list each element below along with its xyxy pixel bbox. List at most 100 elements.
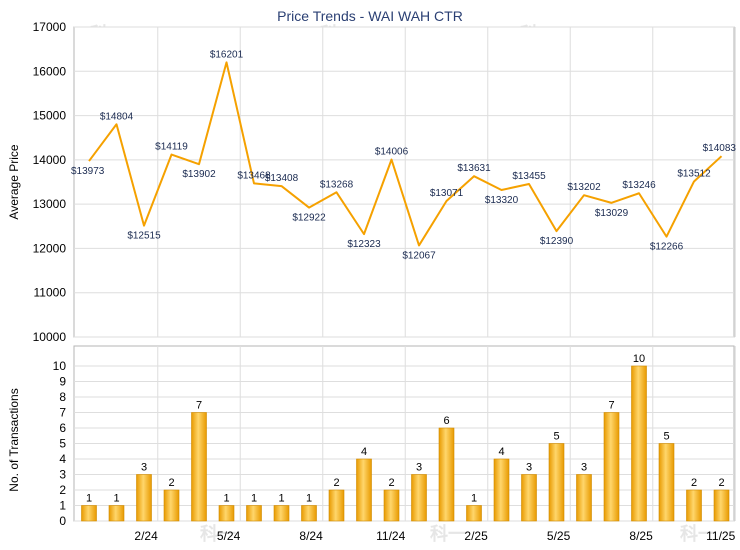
transactions-y-tick-4: 4 [59,452,66,466]
transactions-bar-2 [136,474,152,522]
transactions-bar-17 [548,443,565,522]
transactions-data-labels: 1 1 3 2 7 1 1 1 1 2 4 2 3 6 1 4 3 5 3 7 10 5 2 2 [86,353,725,505]
transactions-bar-4 [191,412,207,522]
price-label-15: $13320 [485,195,519,206]
price-label-19: $13029 [595,208,629,219]
transactions-label-1: 1 [113,493,119,505]
transactions-label-21: 5 [663,431,669,443]
price-plot-area [73,26,735,338]
transactions-bar-6 [246,505,262,522]
x-tick-0: 2/24 [134,529,158,543]
price-label-11: $14006 [375,147,409,158]
price-label-2: $12515 [127,231,161,242]
transactions-label-12: 3 [416,462,422,474]
transactions-y-tick-3: 3 [59,468,66,482]
x-tick-2: 8/24 [299,529,323,543]
transactions-label-18: 3 [581,462,587,474]
transactions-bar-3 [163,489,180,522]
transactions-y-tick-9: 9 [59,375,66,389]
transactions-label-0: 1 [86,493,92,505]
x-axis-tick-labels: 2/24 5/24 8/24 11/24 2/25 5/25 8/25 11/25 [134,529,735,543]
transactions-bar-23 [713,489,730,522]
price-label-3: $14119 [155,142,188,153]
price-label-12: $12067 [402,250,436,261]
transactions-bars [81,365,730,522]
price-label-20: $13246 [622,180,656,191]
price-label-7: $13408 [265,173,299,184]
price-y-tick-7: 17000 [33,20,67,34]
price-y-tick-0: 10000 [33,330,67,344]
transactions-bar-14 [466,505,482,522]
price-y-tick-1: 11000 [34,286,67,300]
price-line-panel: 10000 11000 12000 13000 14000 15000 16000 17000… [7,20,736,344]
transactions-label-23: 2 [718,477,724,489]
price-label-13: $13071 [430,188,464,199]
price-label-1: $14804 [100,111,134,122]
transactions-label-10: 4 [361,446,367,458]
transactions-plot-area [73,345,735,522]
transactions-bar-11 [383,489,400,522]
chart-title: Price Trends - WAI WAH CTR [277,8,463,24]
transactions-label-2: 3 [141,462,147,474]
transactions-y-tick-1: 1 [59,499,66,513]
price-label-6: $13468 [237,170,271,181]
price-label-10: $12323 [347,239,381,250]
price-y-axis-ticks: 10000 11000 12000 13000 14000 15000 16000 17000 [33,20,67,344]
x-tick-3: 11/24 [376,529,405,543]
transactions-label-11: 2 [388,477,394,489]
transactions-label-7: 1 [278,493,284,505]
transactions-label-13: 6 [443,415,449,427]
transactions-label-19: 7 [608,400,614,412]
transactions-label-22: 2 [691,477,697,489]
x-tick-4: 2/25 [464,529,488,543]
transactions-label-8: 1 [306,493,312,505]
price-line [88,61,723,247]
price-data-labels: $13973 $14804 $12515 $14119 $13902 $16201 $134… [71,49,736,261]
price-label-14: $13631 [457,163,491,174]
price-label-9: $13268 [320,179,354,190]
transactions-bar-15 [493,458,510,522]
transactions-label-9: 2 [333,477,339,489]
transactions-bar-13 [438,427,455,522]
price-label-22: $13512 [677,168,711,179]
price-label-17: $12390 [540,236,574,247]
transactions-bar-8 [301,505,317,522]
transactions-bar-18 [576,474,592,522]
transactions-bar-10 [356,458,372,522]
transactions-bar-9 [328,489,345,522]
transactions-label-17: 5 [553,431,559,443]
transactions-label-5: 1 [223,493,229,505]
price-y-axis-title: Average Price [7,144,21,219]
transactions-label-20: 10 [633,353,645,365]
transactions-bar-16 [521,474,537,522]
transactions-bar-1 [108,505,125,522]
transactions-label-6: 1 [251,493,257,505]
transactions-y-tick-8: 8 [59,390,66,404]
transactions-label-14: 1 [471,493,477,505]
transactions-y-axis-title: No. of Transactions [7,388,21,491]
transactions-bar-12 [411,474,427,522]
transactions-bar-22 [686,489,702,522]
transactions-bar-0 [81,505,97,522]
price-y-tick-6: 16000 [33,64,67,78]
price-y-tick-5: 15000 [33,109,67,123]
transactions-label-15: 4 [498,446,504,458]
transactions-label-4: 7 [196,400,202,412]
transactions-y-axis-ticks: 01 23 45 67 89 10 [53,359,67,528]
x-tick-5: 5/25 [547,529,571,543]
price-label-5: $16201 [210,49,244,60]
price-y-tick-4: 14000 [33,153,67,167]
transactions-y-tick-10: 10 [53,359,67,373]
watermark-15: 科一 [430,523,466,545]
transactions-gridlines [74,346,736,522]
transactions-y-tick-0: 0 [59,514,66,528]
price-label-18: $13202 [567,182,601,193]
price-label-21: $12266 [650,242,684,253]
transactions-bar-19 [603,412,620,522]
price-label-0: $13973 [71,166,105,177]
transactions-y-tick-5: 5 [59,437,66,451]
price-y-tick-3: 13000 [33,197,67,211]
transactions-y-tick-6: 6 [59,421,66,435]
